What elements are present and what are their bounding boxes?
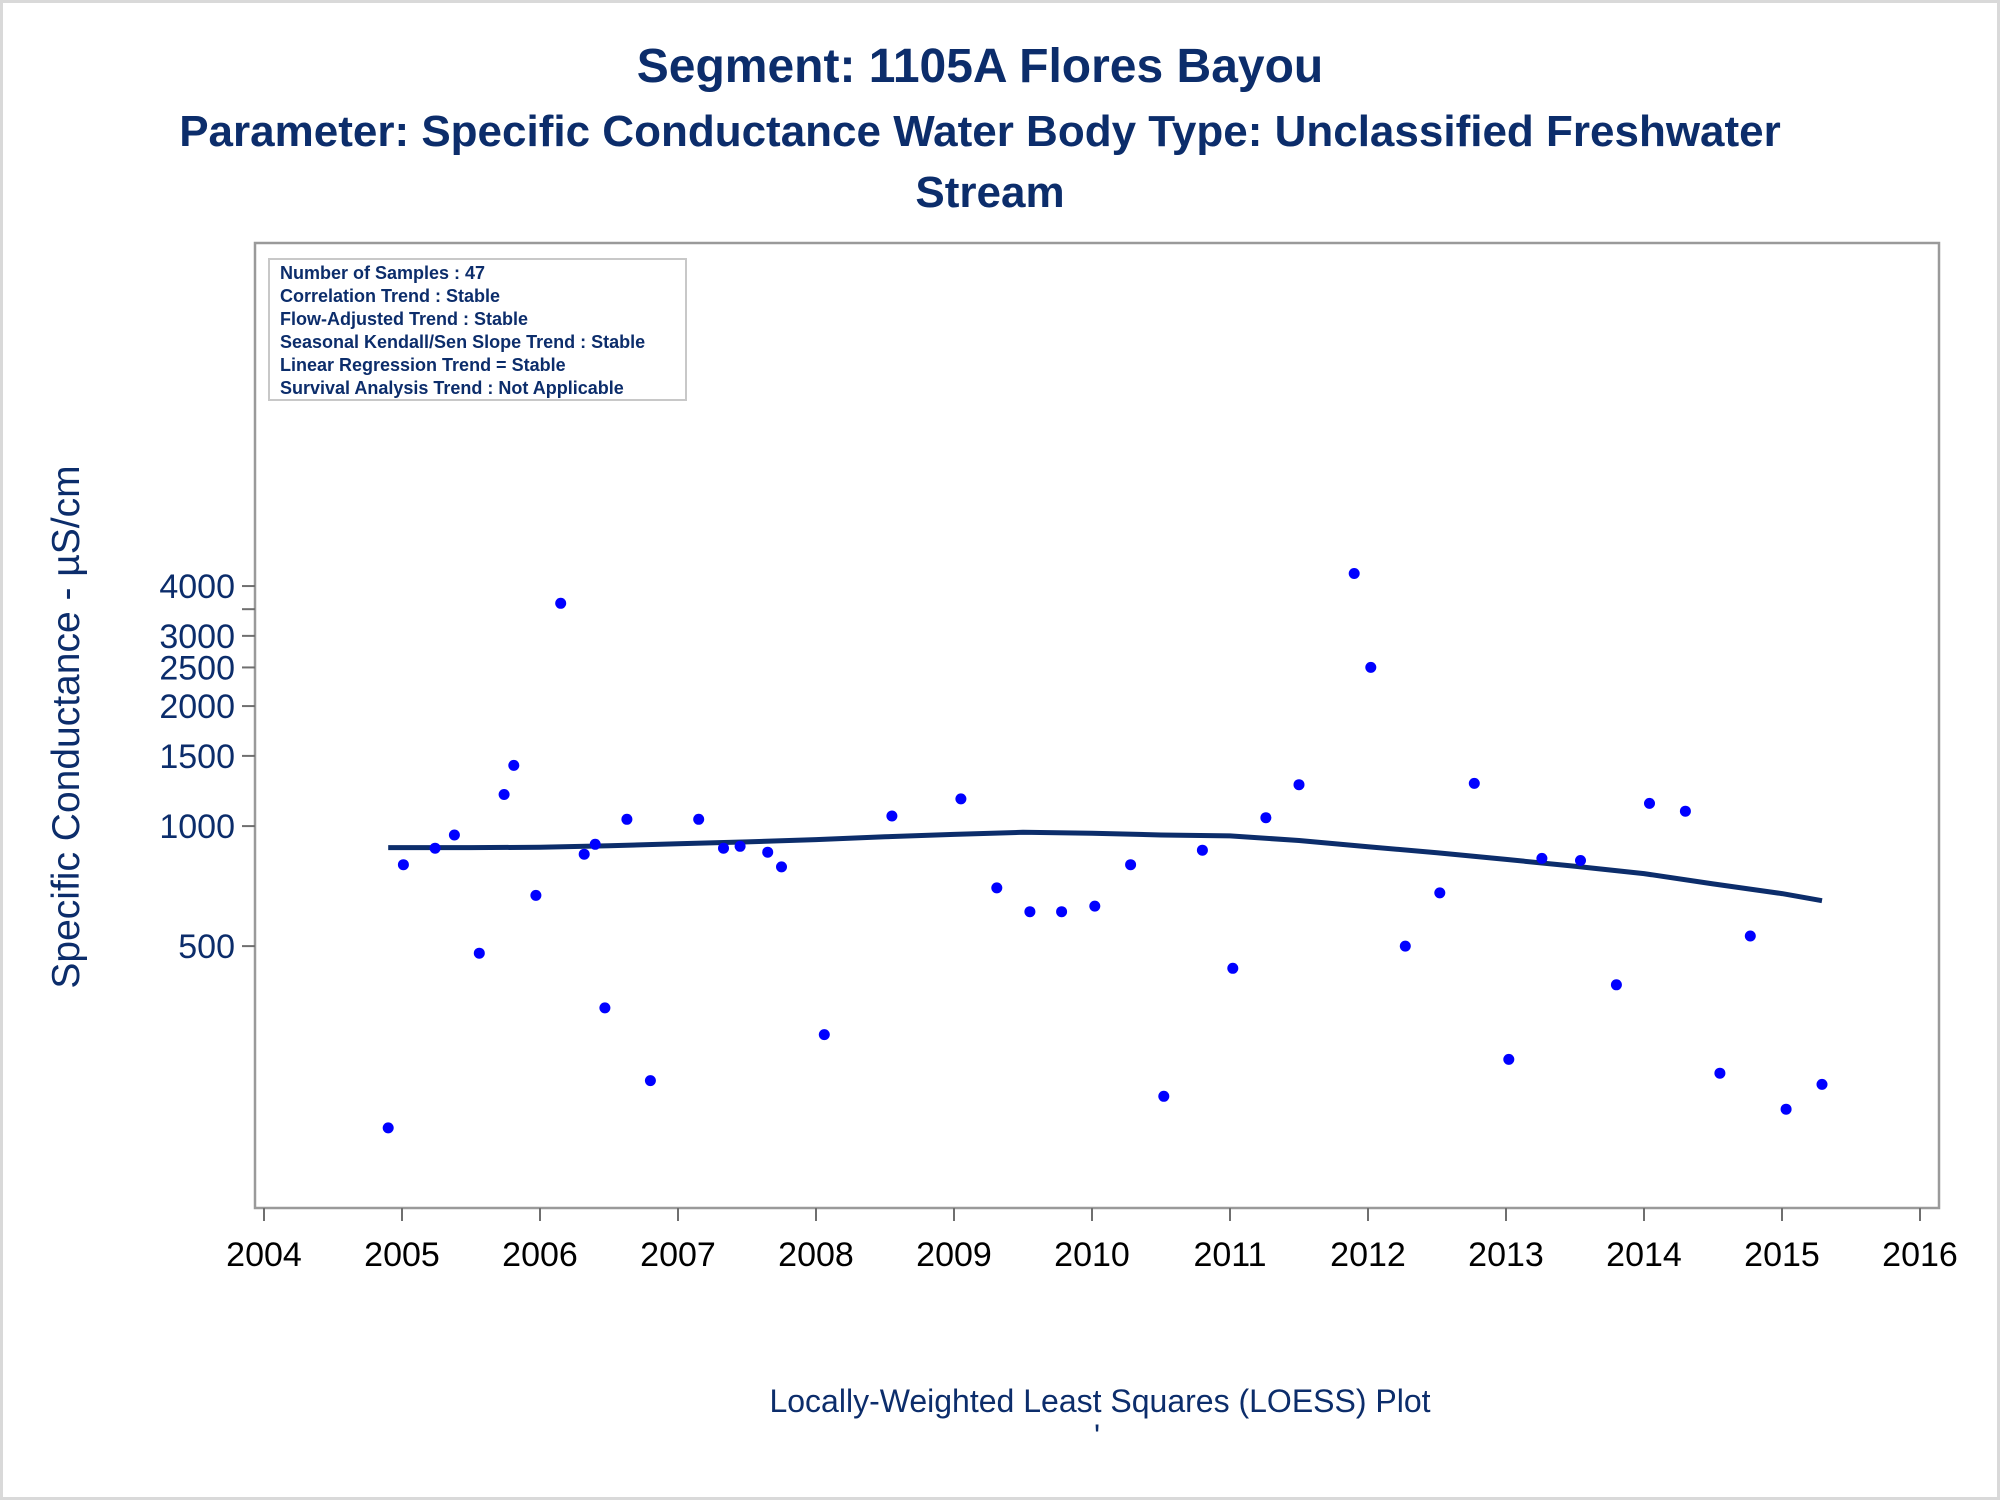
data-point [1575, 855, 1586, 866]
stats-line: Flow-Adjusted Trend : Stable [280, 309, 528, 329]
x-tick-label: 2014 [1606, 1236, 1682, 1274]
x-tick-label: 2005 [364, 1236, 440, 1274]
data-point [1089, 900, 1101, 912]
y-tick-label: 4000 [159, 568, 235, 606]
data-point [1024, 906, 1036, 918]
points-layer [382, 568, 1828, 1134]
y-tick-label: 1000 [159, 808, 235, 846]
x-tick-label: 2008 [778, 1236, 854, 1274]
data-point [1434, 887, 1446, 899]
data-point [693, 813, 705, 825]
data-point [1816, 1078, 1828, 1090]
data-point [1536, 852, 1548, 864]
y-tick-label: 1500 [159, 738, 235, 776]
data-point [762, 846, 774, 858]
x-tick-label: 2013 [1468, 1236, 1544, 1274]
stats-line: Number of Samples : 47 [280, 263, 485, 283]
x-tick-label: 2009 [916, 1236, 992, 1274]
data-point [1158, 1090, 1170, 1102]
loess-layer [388, 829, 1823, 904]
data-point [818, 1029, 830, 1041]
data-point [991, 882, 1003, 894]
stats-line: Seasonal Kendall/Sen Slope Trend : Stabl… [280, 332, 645, 352]
data-point [644, 1075, 656, 1087]
y-tick-label: 2500 [159, 649, 235, 687]
x-tick-label: 2006 [502, 1236, 578, 1274]
y-axis-label: Specific Conductance - µS/cm [45, 465, 88, 988]
data-point [776, 861, 787, 873]
data-point [382, 1122, 394, 1134]
data-point [1679, 805, 1691, 817]
data-point [508, 759, 520, 771]
data-point [886, 810, 898, 822]
data-point [1610, 979, 1622, 991]
data-point [1780, 1103, 1792, 1115]
data-point [1293, 779, 1305, 791]
stats-box-frame [268, 258, 687, 401]
plot-area [253, 241, 1941, 1210]
data-point [578, 848, 590, 860]
data-point [1503, 1053, 1515, 1065]
data-point [1125, 859, 1137, 871]
loess-line [388, 829, 1823, 904]
data-point [555, 597, 567, 609]
data-point [1056, 906, 1068, 918]
data-point [1399, 940, 1411, 952]
chart-title: Segment: 1105A Flores Bayou [637, 40, 1323, 93]
x-tick-label: 2015 [1744, 1236, 1820, 1274]
chart-subtitle-line1: Parameter: Specific Conductance Water Bo… [179, 107, 1781, 156]
x-tick-label: 2004 [226, 1236, 302, 1274]
stats-line: Correlation Trend : Stable [280, 286, 500, 306]
data-point [621, 813, 633, 825]
x-tick-label: 2007 [640, 1236, 716, 1274]
x-tick-label: 2011 [1193, 1236, 1266, 1274]
chart-footnote: Locally-Weighted Least Squares (LOESS) P… [769, 1383, 1430, 1419]
data-point [1260, 812, 1272, 824]
data-point [1714, 1067, 1726, 1079]
data-point [498, 789, 510, 800]
data-point [1227, 962, 1239, 974]
data-point [530, 889, 542, 901]
y-tick-label: 2000 [159, 688, 235, 726]
x-axis: 2004 2005 2006 2007 2008 2009 2010 2011 2012 2013… [226, 1208, 1958, 1274]
y-tick-label: 3000 [159, 618, 235, 656]
data-point [1365, 661, 1377, 673]
data-point [1468, 777, 1480, 789]
footnote-mark: ' [1094, 1418, 1100, 1454]
chart-subtitle-line2: Stream [915, 168, 1064, 217]
data-point [734, 840, 746, 852]
data-point [1744, 930, 1756, 942]
data-point [1196, 844, 1208, 856]
stats-line: Linear Regression Trend = Stable [280, 355, 566, 375]
data-point [718, 842, 729, 854]
y-tick-label: 500 [178, 928, 235, 966]
data-point [429, 842, 441, 854]
x-tick-label: 2012 [1330, 1236, 1406, 1274]
data-point [599, 1002, 611, 1014]
data-point [1348, 568, 1360, 579]
data-point [448, 829, 460, 841]
data-point [589, 838, 601, 850]
data-point [955, 793, 967, 805]
data-point [1644, 797, 1655, 809]
stats-box: Number of Samples : 47 Correlation Trend … [268, 258, 687, 401]
data-point [473, 947, 485, 959]
x-tick-label: 2016 [1882, 1236, 1958, 1274]
stats-line: Survival Analysis Trend : Not Applicable [280, 378, 624, 398]
data-point [397, 859, 409, 871]
x-tick-label: 2010 [1054, 1236, 1130, 1274]
